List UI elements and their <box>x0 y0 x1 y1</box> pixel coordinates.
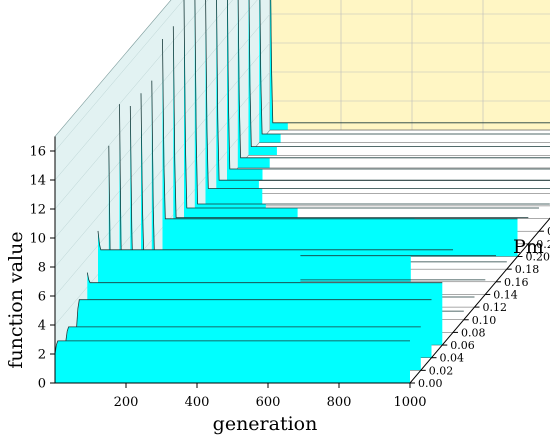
series-line <box>140 93 496 257</box>
z-tick-label: 0.20 <box>526 251 550 264</box>
y-axis-title: function value <box>5 231 27 368</box>
z-tick-label: 0.22 <box>536 238 550 251</box>
y-tick-label: 12 <box>29 203 46 218</box>
z-tick-label: 0.18 <box>515 263 540 276</box>
x-tick-label: 400 <box>185 395 210 410</box>
series-line <box>248 0 550 148</box>
series-line <box>183 0 539 209</box>
x-tick-label: 600 <box>256 395 281 410</box>
series-area <box>270 0 288 130</box>
z-tick-label: 0.10 <box>472 314 497 327</box>
z-tick-label: 0.14 <box>493 288 518 301</box>
series-line <box>270 0 550 124</box>
y-tick-label: 4 <box>38 319 46 334</box>
series-line <box>162 38 518 220</box>
x-tick-label: 800 <box>327 395 352 410</box>
series-area <box>259 0 281 143</box>
z-tick-label: 0.04 <box>440 352 465 365</box>
x-tick-label: 200 <box>114 395 139 410</box>
series-line <box>237 0 550 159</box>
series-line <box>54 340 410 355</box>
back-wall <box>269 0 550 131</box>
y-tick-label: 0 <box>38 377 46 392</box>
z-tick-label: 0.12 <box>483 301 508 314</box>
y-tick-label: 10 <box>29 232 46 247</box>
series-line <box>259 0 550 135</box>
y-tick-label: 16 <box>29 145 46 160</box>
z-tick-label: 0.16 <box>504 276 529 289</box>
series-line <box>205 0 550 189</box>
series-pm-0.32 <box>227 0 550 181</box>
series-pm-0.40 <box>270 0 550 131</box>
series-line <box>97 230 453 251</box>
series-line <box>216 0 550 181</box>
series-pm-0.00 <box>54 340 410 384</box>
z-tick-label: 0.02 <box>429 364 454 377</box>
y-tick-label: 8 <box>38 261 46 276</box>
axes-layer: 200 400 600 800 100002468101214160.000.020.0… <box>29 136 550 410</box>
y-tick-label: 2 <box>38 348 46 363</box>
series-pm-0.38 <box>259 0 550 143</box>
series-line <box>194 0 550 205</box>
series-pm-0.34 <box>237 0 550 169</box>
x-axis-title: generation <box>213 413 318 435</box>
z-tick-label: 0.24 <box>547 225 550 238</box>
series-layer <box>54 0 550 384</box>
series-line <box>172 26 529 219</box>
z-tick-label: 0.06 <box>450 339 475 352</box>
side-wall-gridline <box>54 0 184 152</box>
series-pm-0.36 <box>248 0 550 156</box>
series-pm-0.30 <box>216 0 550 194</box>
y-tick-label: 14 <box>29 174 46 189</box>
z-axis-title: Pm <box>513 236 544 258</box>
y-tick-label: 6 <box>38 290 46 305</box>
series-line <box>227 0 550 170</box>
series-area <box>162 39 518 257</box>
series-area <box>55 340 410 383</box>
series-line <box>86 272 443 284</box>
x-tick-label: 1000 <box>393 395 426 410</box>
z-tick-label: 0.00 <box>418 377 443 390</box>
series-line <box>65 326 421 342</box>
z-tick-label: 0.08 <box>461 326 486 339</box>
series-line <box>76 299 432 329</box>
